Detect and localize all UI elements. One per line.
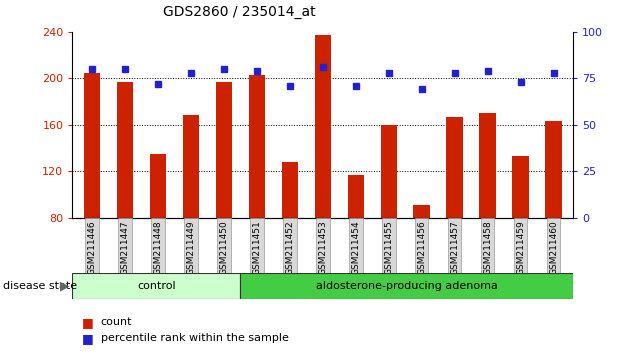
Text: GSM211453: GSM211453: [318, 220, 328, 275]
Bar: [512, 156, 529, 218]
Bar: [183, 115, 199, 218]
Text: ■: ■: [82, 316, 94, 329]
Bar: [72, 273, 241, 299]
Bar: [216, 82, 232, 218]
Text: count: count: [101, 317, 132, 327]
Text: control: control: [137, 281, 176, 291]
Text: GSM211450: GSM211450: [219, 220, 229, 275]
Text: GSM211451: GSM211451: [253, 220, 261, 275]
Text: percentile rank within the sample: percentile rank within the sample: [101, 333, 289, 343]
Bar: [150, 154, 166, 218]
Text: GSM211457: GSM211457: [450, 220, 459, 275]
Bar: [447, 117, 463, 218]
Text: GSM211455: GSM211455: [384, 220, 393, 275]
Bar: [241, 273, 573, 299]
Text: aldosterone-producing adenoma: aldosterone-producing adenoma: [316, 281, 498, 291]
Text: disease state: disease state: [3, 281, 77, 291]
Bar: [546, 121, 562, 218]
Text: GSM211447: GSM211447: [121, 220, 130, 275]
Bar: [479, 113, 496, 218]
Text: GSM211454: GSM211454: [352, 220, 360, 275]
Text: GSM211459: GSM211459: [516, 220, 525, 275]
Text: GSM211449: GSM211449: [186, 220, 195, 275]
Bar: [381, 125, 397, 218]
Text: GSM211448: GSM211448: [154, 220, 163, 275]
Text: ▶: ▶: [60, 279, 70, 292]
Bar: [117, 82, 134, 218]
Bar: [413, 205, 430, 218]
Text: GSM211446: GSM211446: [88, 220, 97, 275]
Bar: [84, 73, 100, 218]
Text: GSM211456: GSM211456: [417, 220, 427, 275]
Text: GSM211458: GSM211458: [483, 220, 492, 275]
Bar: [348, 175, 364, 218]
Text: ■: ■: [82, 332, 94, 344]
Bar: [314, 35, 331, 218]
Bar: [282, 162, 298, 218]
Text: GDS2860 / 235014_at: GDS2860 / 235014_at: [163, 5, 316, 19]
Bar: [249, 75, 265, 218]
Text: GSM211452: GSM211452: [285, 220, 294, 275]
Text: GSM211460: GSM211460: [549, 220, 558, 275]
